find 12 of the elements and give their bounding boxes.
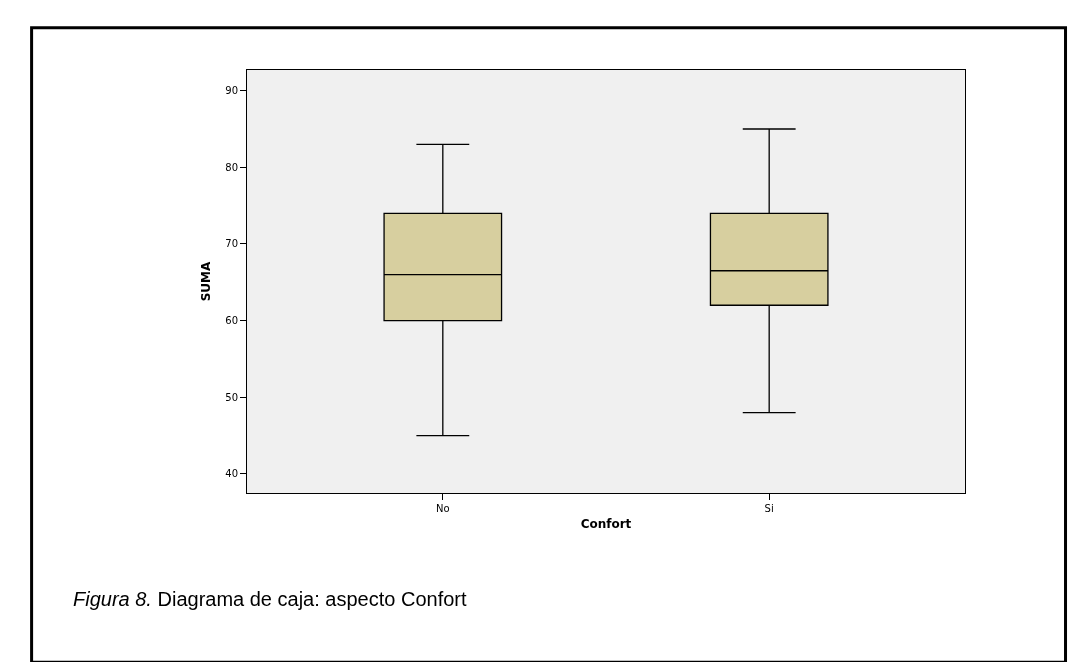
y-tick-label: 80	[225, 161, 238, 173]
y-tick-label: 40	[225, 468, 238, 480]
x-tick-label: Si	[764, 503, 774, 514]
x-tick-label: No	[436, 503, 450, 514]
y-tick-label: 90	[225, 85, 238, 97]
text: Figura 8.	[73, 588, 152, 610]
y-axis-title: SUMA	[198, 260, 213, 302]
y-tick-label: 50	[225, 391, 238, 403]
y-tick-label: 60	[225, 315, 238, 327]
text: Diagrama de caja: aspecto Confort	[157, 588, 467, 610]
y-tick-label: 70	[225, 238, 238, 250]
x-axis-title: Confort	[580, 516, 632, 531]
